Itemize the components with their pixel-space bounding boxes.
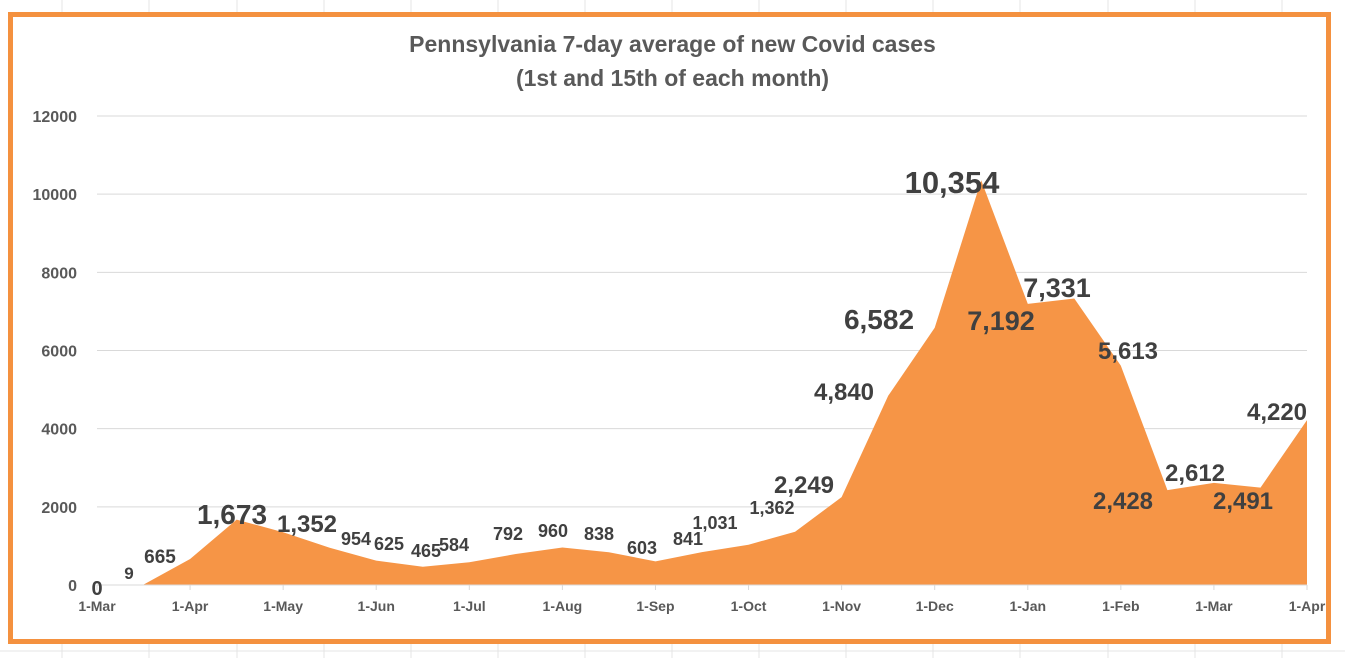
data-label: 1,352 bbox=[277, 511, 337, 538]
y-tick-label: 0 bbox=[68, 578, 77, 595]
data-label: 2,428 bbox=[1093, 488, 1153, 515]
x-tick-label: 1-Apr bbox=[1289, 598, 1326, 614]
x-tick-label: 1-Dec bbox=[916, 598, 954, 614]
data-label: 0 bbox=[91, 578, 102, 600]
data-label: 7,331 bbox=[1023, 273, 1091, 303]
data-label: 954 bbox=[341, 529, 371, 549]
data-label: 665 bbox=[144, 547, 176, 568]
x-tick-label: 1-Jan bbox=[1009, 598, 1046, 614]
y-tick-label: 8000 bbox=[41, 265, 77, 282]
data-label: 1,362 bbox=[749, 498, 794, 518]
data-label: 2,612 bbox=[1165, 460, 1225, 487]
chart-subtitle: (1st and 15th of each month) bbox=[515, 65, 830, 91]
data-label: 584 bbox=[439, 535, 469, 555]
data-label: 2,249 bbox=[774, 472, 834, 499]
x-tick-label: 1-Mar bbox=[78, 598, 116, 614]
x-tick-label: 1-Aug bbox=[543, 598, 583, 614]
data-label: 792 bbox=[493, 524, 523, 544]
x-tick-label: 1-May bbox=[263, 598, 303, 614]
data-label: 6,582 bbox=[844, 304, 914, 335]
x-tick-label: 1-Sep bbox=[636, 598, 674, 614]
y-tick-label: 10000 bbox=[33, 187, 78, 204]
chart-title: Pennsylvania 7-day average of new Covid … bbox=[409, 31, 936, 57]
data-label: 4,840 bbox=[814, 379, 874, 406]
data-label: 1,673 bbox=[197, 499, 267, 530]
data-label: 960 bbox=[538, 521, 568, 541]
x-tick-label: 1-Jun bbox=[358, 598, 395, 614]
data-label: 465 bbox=[411, 541, 441, 561]
data-label: 603 bbox=[627, 538, 657, 558]
x-tick-label: 1-Nov bbox=[822, 598, 861, 614]
x-tick-label: 1-Apr bbox=[172, 598, 209, 614]
data-label: 1,031 bbox=[692, 513, 737, 533]
area-series bbox=[97, 180, 1307, 586]
data-label: 838 bbox=[584, 524, 614, 544]
data-label: 2,491 bbox=[1213, 488, 1273, 515]
data-label: 10,354 bbox=[905, 165, 1001, 200]
data-label: 625 bbox=[374, 534, 404, 554]
y-tick-label: 4000 bbox=[41, 422, 77, 439]
data-label: 7,192 bbox=[967, 306, 1035, 336]
x-tick-label: 1-Mar bbox=[1195, 598, 1233, 614]
x-tick-label: 1-Feb bbox=[1102, 598, 1139, 614]
y-tick-label: 2000 bbox=[41, 500, 77, 517]
y-tick-label: 12000 bbox=[33, 109, 78, 126]
data-label: 5,613 bbox=[1098, 338, 1158, 365]
x-tick-label: 1-Oct bbox=[731, 598, 767, 614]
y-tick-label: 6000 bbox=[41, 344, 77, 361]
x-tick-label: 1-Jul bbox=[453, 598, 486, 614]
data-label: 4,220 bbox=[1247, 399, 1307, 426]
data-label: 9 bbox=[124, 564, 133, 583]
data-label: 841 bbox=[673, 529, 703, 549]
